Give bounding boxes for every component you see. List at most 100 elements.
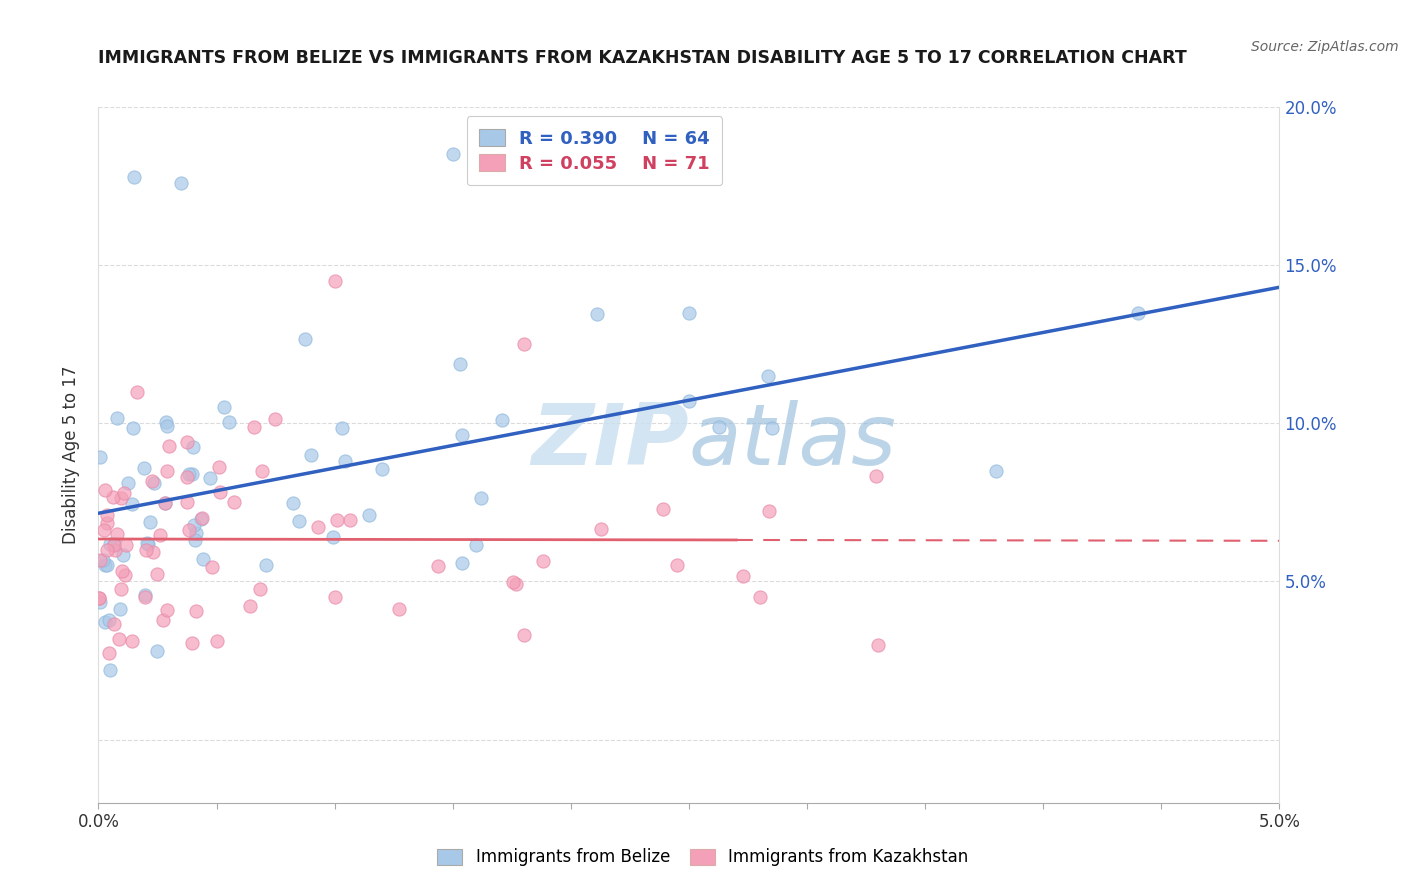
Text: atlas: atlas [689,400,897,483]
Point [96,516,118,531]
Point [427,559,450,574]
Point [96,543,118,558]
Point [156,418,179,433]
Point [127,385,149,400]
Point [112,486,135,500]
Point [141,475,163,489]
Point [94,615,117,629]
Point [512,337,534,351]
Point [142,475,165,490]
Point [105,526,128,541]
Point [183,518,205,533]
Point [146,644,169,658]
Point [177,523,200,537]
Point [678,305,700,319]
Point [96,508,118,522]
Point [111,564,134,578]
Point [103,538,125,552]
Point [201,560,224,574]
Legend: Immigrants from Belize, Immigrants from Kazakhstan: Immigrants from Belize, Immigrants from … [429,840,977,875]
Point [98,537,121,551]
Point [94,558,117,572]
Point [465,538,488,552]
Point [357,508,380,523]
Legend: R = 0.390    N = 64, R = 0.055    N = 71: R = 0.390 N = 64, R = 0.055 N = 71 [467,116,723,186]
Point [323,274,346,288]
Point [249,582,271,596]
Point [177,467,200,481]
Point [155,496,177,510]
Point [142,545,165,559]
Point [112,548,135,562]
Point [191,552,214,566]
Point [190,511,212,525]
Point [330,420,353,434]
Point [93,553,115,567]
Point [184,526,207,541]
Point [121,634,143,648]
Point [181,635,204,649]
Point [155,415,177,429]
Point [94,483,117,497]
Point [451,556,474,570]
Y-axis label: Disability Age 5 to 17: Disability Age 5 to 17 [62,366,80,544]
Point [122,169,145,184]
Point [224,495,246,509]
Point [110,582,132,596]
Point [89,595,111,609]
Point [865,469,887,483]
Point [186,604,208,618]
Point [176,434,198,449]
Point [146,567,169,582]
Point [294,332,316,346]
Point [758,504,780,518]
Point [104,543,127,558]
Point [589,522,612,536]
Point [450,428,472,442]
Point [287,514,309,528]
Point [323,591,346,605]
Point [198,471,221,485]
Point [87,591,110,606]
Point [307,519,329,533]
Text: Source: ZipAtlas.com: Source: ZipAtlas.com [1251,40,1399,54]
Point [243,419,266,434]
Point [205,634,228,648]
Point [531,554,554,568]
Point [117,475,139,490]
Point [218,415,240,429]
Point [89,591,111,605]
Point [250,463,273,477]
Point [502,574,524,589]
Point [149,527,172,541]
Point [1126,305,1149,319]
Point [134,461,156,475]
Point [326,513,349,527]
Point [665,558,688,573]
Point [134,590,156,604]
Point [491,413,513,427]
Point [110,491,132,506]
Point [136,537,159,551]
Point [180,467,202,481]
Text: ZIP: ZIP [531,400,689,483]
Point [96,558,118,572]
Point [190,512,212,526]
Point [756,368,779,383]
Point [153,496,176,510]
Point [114,538,136,552]
Point [101,490,124,504]
Point [152,614,174,628]
Point [322,530,344,544]
Point [122,421,145,435]
Point [170,176,193,190]
Point [254,558,277,572]
Text: IMMIGRANTS FROM BELIZE VS IMMIGRANTS FROM KAZAKHSTAN DISABILITY AGE 5 TO 17 CORR: IMMIGRANTS FROM BELIZE VS IMMIGRANTS FRO… [98,49,1187,67]
Point [651,502,673,516]
Point [157,439,180,453]
Point [89,450,111,464]
Point [207,460,229,475]
Point [299,449,322,463]
Point [98,646,121,660]
Point [505,576,527,591]
